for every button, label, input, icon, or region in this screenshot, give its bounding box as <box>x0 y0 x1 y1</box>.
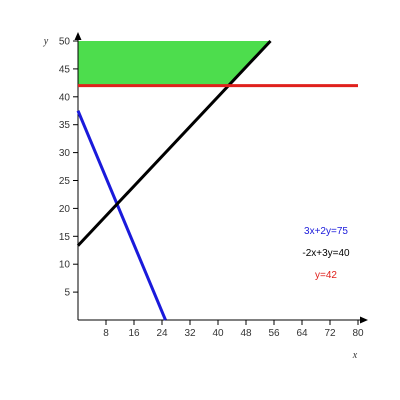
y-tick-label: 5 <box>64 288 70 299</box>
feasible-region <box>78 41 271 86</box>
region-layer <box>78 41 271 86</box>
ticks: 8 16 24 32 40 48 56 64 72 80 5 10 15 20 25 30 35 40 45 50 <box>59 37 364 340</box>
series-lines <box>76 39 358 321</box>
x-tick-label: 8 <box>103 328 109 339</box>
legend-entry-3: y=42 <box>315 270 337 281</box>
y-tick-label: 30 <box>59 148 71 159</box>
y-tick-label: 45 <box>59 64 71 75</box>
x-tick-label: 40 <box>212 328 224 339</box>
y-tick-label: 15 <box>59 232 71 243</box>
y-tick-label: 20 <box>59 204 71 215</box>
series-line-2 <box>76 39 272 247</box>
series-line-1 <box>76 110 167 321</box>
legend-entry-1: 3x+2y=75 <box>304 226 348 237</box>
y-tick-label: 50 <box>59 37 71 48</box>
x-tick-label: 80 <box>352 328 364 339</box>
y-axis-title: y <box>43 36 49 47</box>
x-tick-label: 64 <box>296 328 308 339</box>
y-tick-label: 35 <box>59 120 71 131</box>
x-tick-label: 48 <box>240 328 252 339</box>
x-tick-label: 72 <box>324 328 336 339</box>
x-tick-label: 32 <box>184 328 196 339</box>
x-tick-label: 56 <box>268 328 280 339</box>
legend: 3x+2y=75 -2x+3y=40 y=42 <box>302 226 350 281</box>
legend-entry-2: -2x+3y=40 <box>302 248 350 259</box>
x-axis-arrow-icon <box>360 316 368 324</box>
y-tick-label: 40 <box>59 92 71 103</box>
y-axis-arrow-icon <box>74 32 82 40</box>
y-tick-label: 10 <box>59 260 71 271</box>
x-tick-label: 24 <box>156 328 168 339</box>
y-tick-label: 25 <box>59 176 71 187</box>
x-axis-title: x <box>352 350 358 361</box>
x-tick-label: 16 <box>128 328 140 339</box>
